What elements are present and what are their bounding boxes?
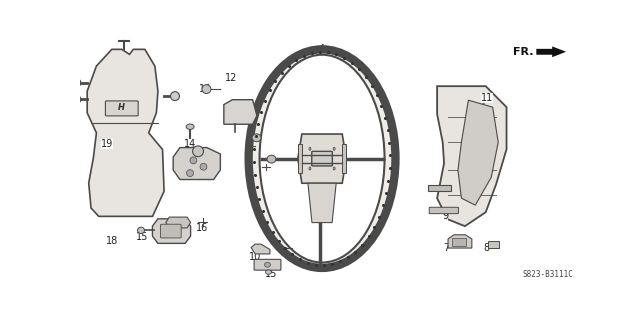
Text: 5: 5: [250, 139, 256, 149]
Text: S823-B3111C: S823-B3111C: [523, 270, 573, 278]
Ellipse shape: [190, 157, 197, 164]
FancyBboxPatch shape: [428, 184, 451, 191]
Ellipse shape: [72, 95, 81, 104]
Ellipse shape: [309, 147, 311, 150]
Polygon shape: [437, 86, 507, 226]
FancyBboxPatch shape: [342, 144, 346, 174]
Text: 15: 15: [136, 232, 148, 242]
Ellipse shape: [333, 147, 335, 150]
Ellipse shape: [264, 262, 271, 267]
Polygon shape: [536, 46, 566, 57]
Polygon shape: [298, 134, 346, 183]
FancyBboxPatch shape: [161, 224, 181, 238]
Polygon shape: [448, 235, 472, 248]
Ellipse shape: [170, 92, 179, 100]
Ellipse shape: [309, 167, 311, 170]
Text: 2: 2: [172, 233, 179, 243]
Polygon shape: [87, 49, 164, 216]
Text: 4: 4: [319, 44, 325, 54]
Text: H: H: [118, 103, 125, 112]
Text: 6: 6: [198, 171, 205, 181]
Text: 8: 8: [484, 242, 490, 253]
Ellipse shape: [202, 85, 211, 93]
Polygon shape: [224, 100, 257, 124]
Ellipse shape: [72, 78, 81, 87]
Polygon shape: [458, 100, 498, 205]
Polygon shape: [308, 183, 336, 223]
Text: 16: 16: [196, 223, 209, 233]
Text: 16: 16: [245, 147, 257, 158]
Ellipse shape: [248, 49, 396, 268]
Text: FR.: FR.: [513, 47, 533, 57]
Text: 3: 3: [268, 261, 274, 271]
FancyBboxPatch shape: [429, 207, 458, 214]
Ellipse shape: [260, 55, 385, 263]
Polygon shape: [251, 244, 270, 254]
Text: 5: 5: [264, 159, 271, 168]
Text: 18: 18: [106, 236, 118, 246]
Text: 16: 16: [199, 84, 211, 94]
Text: 16: 16: [280, 246, 292, 256]
Ellipse shape: [266, 270, 271, 274]
Polygon shape: [152, 219, 191, 243]
Ellipse shape: [333, 167, 335, 170]
Ellipse shape: [138, 227, 145, 234]
FancyBboxPatch shape: [254, 259, 281, 270]
FancyBboxPatch shape: [312, 151, 332, 166]
Text: 20: 20: [173, 223, 186, 233]
Text: 14: 14: [184, 139, 196, 149]
Text: 10: 10: [248, 252, 260, 263]
Ellipse shape: [186, 124, 194, 130]
Text: 7: 7: [443, 243, 449, 253]
Ellipse shape: [200, 163, 207, 170]
FancyBboxPatch shape: [452, 238, 466, 246]
Text: 19: 19: [101, 139, 113, 149]
Ellipse shape: [186, 170, 193, 177]
Text: 11: 11: [481, 93, 493, 103]
Polygon shape: [166, 217, 191, 228]
FancyBboxPatch shape: [298, 144, 302, 174]
Text: 12: 12: [225, 73, 237, 83]
Text: 15: 15: [265, 269, 277, 278]
FancyBboxPatch shape: [488, 241, 499, 248]
Polygon shape: [173, 148, 220, 180]
Text: 9: 9: [442, 211, 448, 221]
Ellipse shape: [193, 146, 204, 157]
Text: 17: 17: [190, 157, 203, 167]
Text: 16: 16: [261, 167, 274, 177]
Ellipse shape: [267, 155, 276, 163]
FancyBboxPatch shape: [106, 101, 138, 116]
Ellipse shape: [252, 134, 261, 142]
